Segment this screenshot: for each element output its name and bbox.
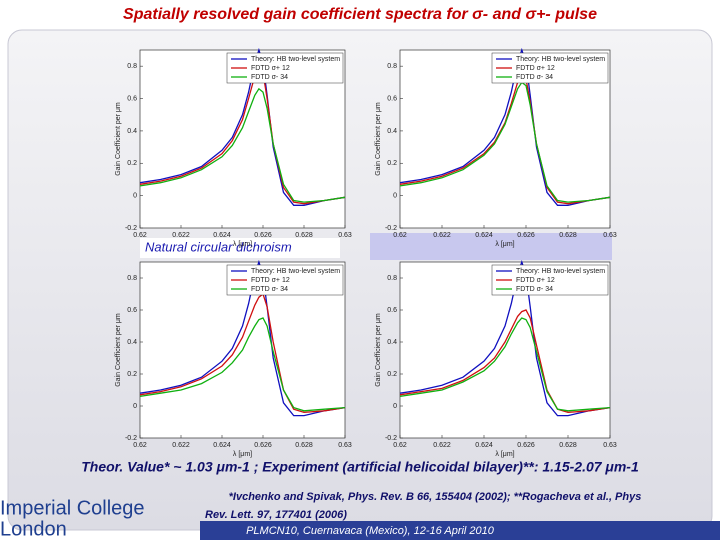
y-axis-label: Gain Coefficient per μm [375,102,382,176]
legend-label: FDTD σ- 34 [516,286,553,293]
y-tick-label: 0.4 [387,128,397,135]
legend-label: FDTD σ- 34 [516,74,553,81]
footer-bar [200,521,720,540]
logo: London [0,518,67,540]
legend-label: FDTD σ+ 12 [516,65,555,72]
y-axis-label: Gain Coefficient per μm [375,313,382,387]
x-tick-label: 0.628 [295,232,313,239]
x-tick-label: 0.62 [393,232,407,239]
y-tick-label: 0.8 [127,275,137,282]
y-tick-label: 0.2 [127,371,137,378]
y-tick-label: 0.8 [387,275,397,282]
y-tick-label: 0.6 [387,307,397,314]
y-tick-label: 0.8 [127,63,137,70]
y-tick-label: 0.4 [127,128,137,135]
annotation-bg [140,238,340,258]
x-tick-label: 0.622 [433,442,451,449]
x-tick-label: 0.62 [133,232,147,239]
x-axis-label: λ [μm] [233,241,252,248]
x-tick-label: 0.626 [254,442,272,449]
label-cover [370,233,612,260]
y-tick-label: 0.8 [387,63,397,70]
x-tick-label: 0.628 [559,442,577,449]
x-tick-label: 0.63 [603,442,617,449]
legend-label: FDTD σ- 34 [251,74,288,81]
x-tick-label: 0.63 [338,442,352,449]
y-tick-label: 0.6 [127,95,137,102]
x-tick-label: 0.622 [172,232,190,239]
y-tick-label: -0.2 [125,435,137,442]
y-tick-label: 0.2 [127,160,137,167]
x-tick-label: 0.63 [603,232,617,239]
x-tick-label: 0.622 [433,232,451,239]
y-tick-label: 0.6 [387,95,397,102]
footer: PLMCN10, Cuernavaca (Mexico), 12-16 Apri… [246,525,495,537]
y-tick-label: 0.2 [387,371,397,378]
x-axis-label: λ [μm] [495,241,514,248]
y-tick-label: -0.2 [385,225,397,232]
y-tick-label: 0.4 [387,339,397,346]
legend-label: Theory: HB two-level system [516,268,605,275]
legend-label: Theory: HB two-level system [516,56,605,63]
x-tick-label: 0.628 [559,232,577,239]
y-tick-label: 0 [393,192,397,199]
y-tick-label: 0 [133,403,137,410]
y-tick-label: -0.2 [125,225,137,232]
x-tick-label: 0.626 [517,442,535,449]
legend-label: Theory: HB two-level system [251,56,340,63]
y-tick-label: 0 [393,403,397,410]
x-tick-label: 0.624 [475,232,493,239]
y-axis-label: Gain Coefficient per μm [115,313,122,387]
slide-title: Spatially resolved gain coefficient spec… [123,6,597,23]
x-axis-label: λ [μm] [495,451,514,458]
logo: Imperial College [0,497,145,519]
y-tick-label: -0.2 [385,435,397,442]
series-line [139,292,346,414]
x-axis-label: λ [μm] [233,451,252,458]
x-tick-label: 0.624 [475,442,493,449]
series-line [139,317,346,412]
legend-label: FDTD σ- 34 [251,286,288,293]
y-tick-label: 0.6 [127,307,137,314]
x-tick-label: 0.628 [295,442,313,449]
reference-line: Rev. Lett. 97, 177401 (2006) [205,509,347,521]
series-line [399,81,611,203]
series-line [399,317,611,412]
legend-label: Theory: HB two-level system [251,268,340,275]
y-axis-label: Gain Coefficient per μm [115,102,122,176]
x-tick-label: 0.626 [254,232,272,239]
x-tick-label: 0.62 [133,442,147,449]
annotation: Natural circular dichroism [145,239,292,254]
summary: Theor. Value* ~ 1.03 μm-1 ; Experiment (… [81,459,639,475]
legend-label: FDTD σ+ 12 [251,65,290,72]
y-tick-label: 0 [133,192,137,199]
x-tick-label: 0.63 [338,232,352,239]
x-tick-label: 0.624 [213,442,231,449]
y-tick-label: 0.2 [387,160,397,167]
legend-label: FDTD σ+ 12 [516,277,555,284]
series-line [139,87,346,203]
legend-label: FDTD σ+ 12 [251,277,290,284]
x-tick-label: 0.62 [393,442,407,449]
x-tick-label: 0.622 [172,442,190,449]
x-tick-label: 0.626 [517,232,535,239]
reference-line: *Ivchenko and Spivak, Phys. Rev. B 66, 1… [229,491,642,503]
x-tick-label: 0.624 [213,232,231,239]
y-tick-label: 0.4 [127,339,137,346]
